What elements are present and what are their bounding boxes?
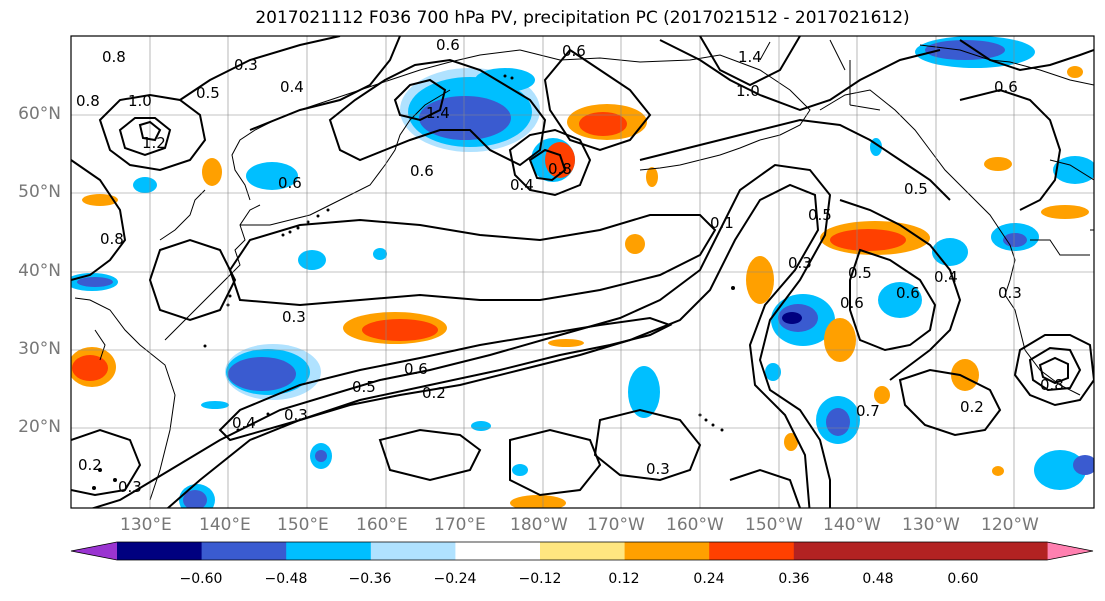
contour-label: 0.8: [548, 160, 572, 178]
lat-label: 60°N: [18, 104, 61, 124]
contour-label: 0.8: [1040, 376, 1064, 394]
lon-label: 120°W: [981, 515, 1039, 535]
pv-contours: [71, 36, 1094, 508]
contour-label: 0.5: [196, 84, 220, 102]
colorbar-tick: 0.24: [693, 571, 725, 587]
colorbar-segment: [793, 542, 1049, 560]
lon-label: 140°E: [199, 515, 251, 535]
contour-label: 1.0: [128, 92, 152, 110]
colorbar-tick: −0.60: [179, 571, 223, 587]
lat-label: 50°N: [18, 182, 61, 202]
contour-label: 0.6: [278, 174, 302, 192]
lon-label: 160°E: [356, 515, 408, 535]
colorbar-segment: [370, 542, 456, 560]
contour-label: 0.2: [960, 398, 984, 416]
colorbar-segment: [540, 542, 626, 560]
lon-label: 130°W: [902, 515, 960, 535]
colorbar-segment: [624, 542, 710, 560]
contour-label: 0.3: [118, 478, 142, 496]
colorbar-tick: −0.36: [348, 571, 392, 587]
contour-label: 0.3: [234, 56, 258, 74]
contour-label: 0.3: [788, 254, 812, 272]
lon-label: 150°E: [277, 515, 329, 535]
colorbar-tick: −0.12: [518, 571, 562, 587]
contour-labels: 0.8 0.8 0.6 1.4 0.3 0.4 1.0 0.5 1.2 0.8 …: [76, 36, 1064, 496]
contour-label: 0.6: [562, 42, 586, 60]
colorbar-tick: 0.60: [947, 571, 979, 587]
contour-label: 0.3: [998, 284, 1022, 302]
contour-label: 0.2: [422, 384, 446, 402]
contour-label: 1.2: [142, 134, 166, 152]
contour-label: 0.6: [896, 284, 920, 302]
lon-label: 160°W: [666, 515, 724, 535]
colorbar: [70, 541, 1094, 561]
contour-label: 0.3: [282, 308, 306, 326]
contour-label: 0.7: [856, 402, 880, 420]
contour-label: 0.1: [710, 214, 734, 232]
contour-label: 0.6: [840, 294, 864, 312]
contour-label: 0.5: [904, 180, 928, 198]
contour-label: 0.4: [280, 78, 304, 96]
colorbar-segment: [709, 542, 795, 560]
contour-label: 1.0: [736, 82, 760, 100]
contour-label: 0.8: [100, 230, 124, 248]
colorbar-tick: 0.12: [608, 571, 640, 587]
colorbar-segment: [201, 542, 287, 560]
graticule: [71, 36, 1094, 508]
contour-label: 0.3: [646, 460, 670, 478]
contour-label: 0.4: [510, 176, 534, 194]
contour-label: 0.5: [848, 264, 872, 282]
contour-label: 1.4: [738, 48, 762, 66]
islands: [92, 74, 735, 490]
lon-label: 170°W: [587, 515, 645, 535]
lat-label: 40°N: [18, 261, 61, 281]
map-frame: [70, 35, 1095, 509]
colorbar-segment: [455, 542, 541, 560]
contour-label: 0.8: [102, 48, 126, 66]
colorbar-extend-max: [1047, 542, 1093, 560]
lon-label: 170°E: [434, 515, 486, 535]
contour-label: 0.2: [78, 456, 102, 474]
contour-label: 1.4: [426, 104, 450, 122]
contour-label: 0.6: [410, 162, 434, 180]
contour-label: 0.6: [404, 360, 428, 378]
lon-label: 180°W: [510, 515, 568, 535]
contour-label: 0.6: [994, 78, 1018, 96]
lat-label: 20°N: [18, 417, 61, 437]
contour-label: 0.4: [934, 268, 958, 286]
contour-label: 0.8: [76, 92, 100, 110]
contour-label: 0.5: [808, 206, 832, 224]
figure-title: 2017021112 F036 700 hPa PV, precipitatio…: [255, 8, 910, 28]
contour-label: 0.4: [232, 414, 256, 432]
colorbar-outline: [70, 541, 1094, 561]
contour-label: 0.6: [436, 36, 460, 54]
contour-label: 0.3: [284, 406, 308, 424]
map-content: 0.8 0.8 0.6 1.4 0.3 0.4 1.0 0.5 1.2 0.8 …: [71, 36, 1094, 508]
colorbar-tick: 0.36: [778, 571, 810, 587]
colorbar-tick: 0.48: [862, 571, 894, 587]
lat-label: 30°N: [18, 339, 61, 359]
colorbar-extend-min: [71, 542, 117, 560]
colorbar-tick: −0.24: [433, 571, 477, 587]
colorbar-segment: [286, 542, 372, 560]
colorbar-segment: [117, 542, 203, 560]
lon-label: 150°W: [745, 515, 803, 535]
lon-label: 130°E: [120, 515, 172, 535]
contour-label: 0.5: [352, 378, 376, 396]
lon-label: 140°W: [823, 515, 881, 535]
colorbar-tick: −0.48: [264, 571, 308, 587]
